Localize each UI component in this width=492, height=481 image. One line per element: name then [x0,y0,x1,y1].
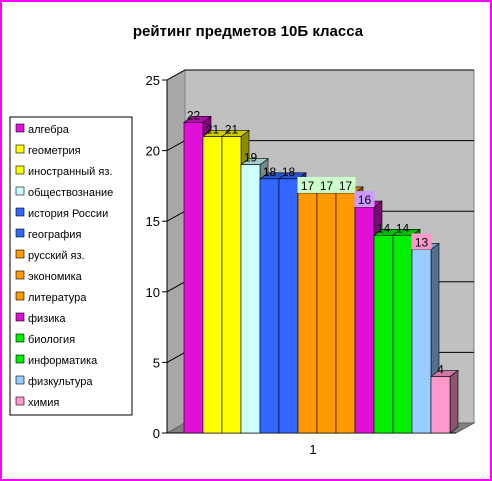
bar-front [240,164,261,434]
data-label-10: 16 [358,193,372,207]
bar-front [392,235,413,434]
y-tick-label: 15 [146,214,160,229]
y-tick-label: 25 [146,73,160,88]
legend-label: иностранный яз. [28,166,112,178]
legend-label: геометрия [28,145,81,157]
gridline [166,69,474,81]
bar-front [430,376,451,434]
legend-swatch [15,228,25,238]
legend-item: алгебра [15,123,70,136]
bar-front [259,178,280,434]
bar-front [354,206,375,434]
legend-swatch [15,354,25,364]
data-label-7: 17 [301,179,315,193]
legend-label: информатика [28,355,98,367]
data-label-2: 21 [206,122,220,136]
data-label-13: 13 [415,235,429,249]
bar-front [202,136,223,434]
legend-swatch [15,186,25,196]
legend-label: физика [28,313,66,325]
legend-swatch [15,291,25,301]
legend-swatch [15,333,25,343]
y-tick-label: 20 [146,144,160,159]
legend-swatch [15,312,25,322]
legend-swatch [15,207,25,217]
data-label-9: 17 [339,179,353,193]
y-tick-label: 0 [153,426,160,441]
legend-item: физика [15,312,66,325]
data-label-11: 14 [377,221,391,235]
bar-front [373,235,394,434]
legend-item: литература [15,291,87,304]
side-wall [166,69,186,434]
legend-item: география [15,228,81,241]
legend-item: химия [15,396,59,409]
data-label-14: 4 [437,363,444,377]
bar-front [221,136,242,434]
legend-label: история России [28,208,108,220]
data-label-bg [297,176,318,193]
bar-side [449,369,459,434]
legend-swatch [15,396,25,406]
legend-label: химия [28,397,59,409]
data-label-bg [335,176,356,193]
chart-title: рейтинг предметов 10Б класса [133,23,364,40]
legend-swatch [15,123,25,133]
legend-item: русский яз. [15,249,85,262]
bar-front [297,192,318,434]
data-label-6: 18 [282,165,296,179]
plot-area [162,69,476,434]
legend-label: литература [28,292,87,304]
bar-front [316,192,337,434]
data-label-1: 22 [187,108,201,122]
bar-front [278,178,299,434]
legend-label: обществознание [28,187,113,199]
legend-swatch [15,144,25,154]
bar-front [335,192,356,434]
legend-item: история России [15,207,108,220]
legend-item: биология [15,333,75,346]
data-label-3: 21 [225,122,239,136]
data-label-12: 14 [396,221,410,235]
legend-item: геометрия [15,144,81,157]
legend-swatch [15,165,25,175]
bar-14 [430,369,459,434]
legend-label: алгебра [28,124,70,136]
legend-item: информатика [15,354,98,367]
legend-swatch [15,375,25,385]
legend-item: физкультура [15,375,93,388]
bar-front [183,122,204,434]
data-label-8: 17 [320,179,334,193]
legend-swatch [15,249,25,259]
legend-box [9,116,133,416]
data-label-bg [354,191,375,208]
y-tick-label: 5 [153,355,160,370]
bar-front [411,249,432,434]
legend-swatch [15,270,25,280]
legend-label: экономика [28,271,83,283]
legend: алгебра геометрия иностранный яз. обществоз… [9,116,133,416]
x-tick-label: 1 [309,442,316,457]
data-label-bg [316,176,337,193]
legend-item: экономика [15,270,83,283]
data-label-5: 18 [263,165,277,179]
legend-label: биология [28,334,75,346]
legend-item: обществознание [15,186,113,199]
data-label-bg [411,233,432,250]
legend-item: иностранный яз. [15,165,112,178]
legend-label: русский яз. [28,250,85,262]
legend-label: география [28,229,81,241]
data-label-4: 19 [244,151,258,165]
y-tick-label: 10 [146,285,160,300]
legend-label: физкультура [28,376,93,388]
